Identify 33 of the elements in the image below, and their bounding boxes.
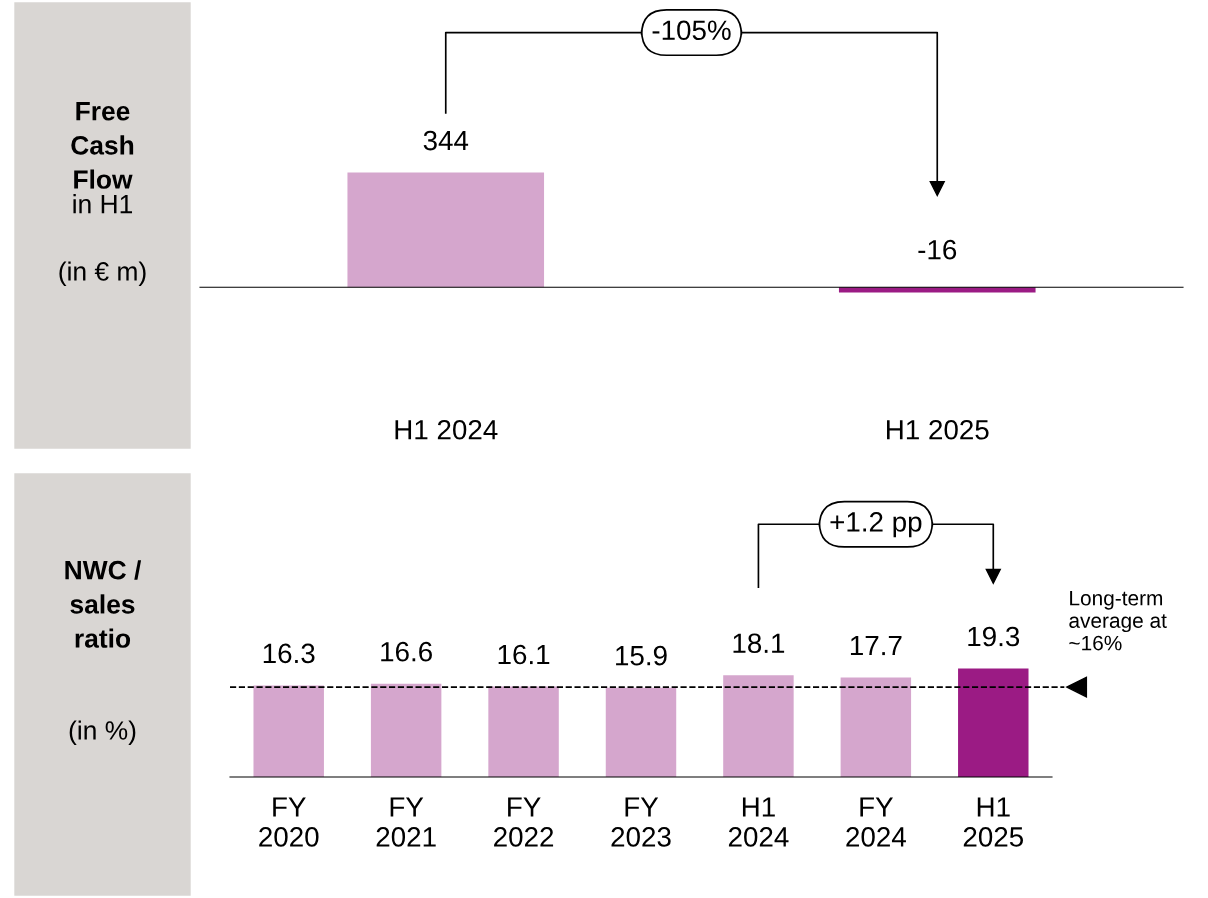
data-label: 17.7: [850, 635, 902, 656]
text: -105%: [652, 20, 731, 41]
data-label: 15.9: [616, 645, 667, 666]
y-axis-title: (in %): [69, 720, 136, 746]
bar: [253, 685, 324, 777]
chart-title: NWC / sales ratio: [65, 560, 142, 648]
x-tick-label: H1 2025: [887, 419, 989, 440]
x-tick-label: H1 2024: [728, 797, 789, 847]
data-label: 344: [423, 130, 469, 151]
x-tick-label: H1 2024: [395, 419, 498, 440]
data-label: 16.3: [263, 643, 315, 664]
x-tick-label: FY 2021: [376, 797, 436, 847]
bar: [723, 675, 794, 777]
chart-title: Free Cash Flow: [71, 102, 134, 189]
data-label: 18.1: [733, 633, 785, 654]
ref-line-label: Long-term average at ~16%: [1069, 591, 1167, 651]
x-tick-label: H1 2025: [963, 797, 1024, 847]
data-label: 19.3: [968, 626, 1020, 647]
bar: [840, 677, 912, 777]
bar: [605, 687, 677, 777]
x-tick-label: FY 2024: [846, 797, 906, 847]
data-label: 16.6: [381, 641, 432, 662]
bar: [488, 686, 559, 777]
bar: [370, 683, 442, 777]
bar: [958, 668, 1029, 777]
data-label: 16.1: [498, 644, 550, 665]
text: +1.2 pp: [830, 512, 922, 538]
text: in H1: [73, 194, 133, 214]
x-tick-label: FY 2020: [259, 797, 319, 847]
data-label: -16: [918, 239, 957, 260]
y-axis-title: (in € m): [59, 261, 146, 287]
x-tick-label: FY 2022: [494, 797, 554, 847]
x-tick-label: FY 2023: [611, 797, 671, 847]
